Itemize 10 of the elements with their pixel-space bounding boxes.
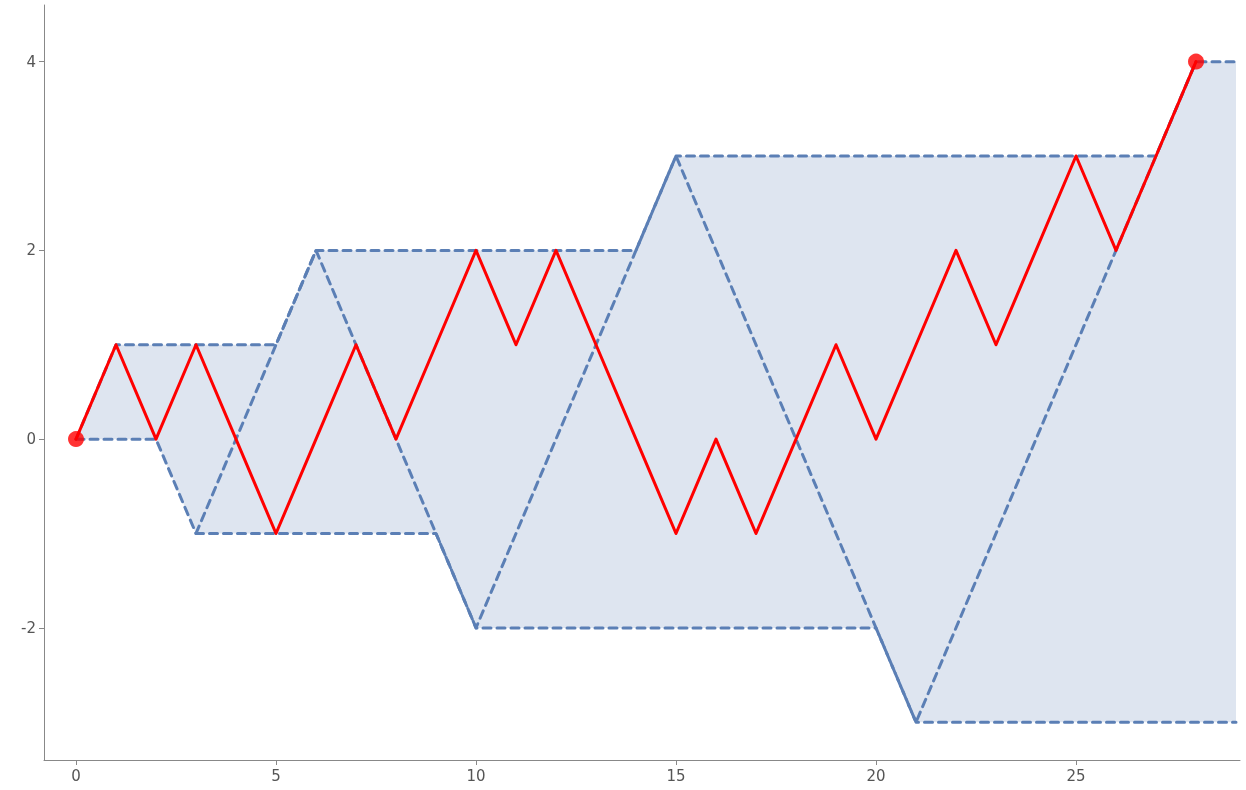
y-tick-label: 2: [26, 241, 36, 260]
y-tick-label: 4: [26, 52, 36, 71]
x-tick-label: 0: [71, 766, 81, 785]
y-tick-label: 0: [26, 430, 36, 449]
x-tick-label: 5: [271, 766, 281, 785]
y-tick-label: -2: [21, 618, 36, 637]
x-tick-label: 15: [666, 766, 686, 785]
x-tick-label: 20: [866, 766, 886, 785]
x-tick-label: 10: [466, 766, 486, 785]
x-tick-label: 25: [1066, 766, 1086, 785]
